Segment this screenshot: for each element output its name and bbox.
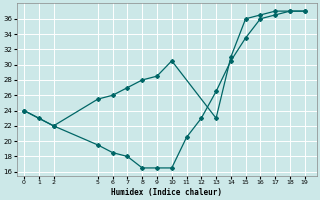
X-axis label: Humidex (Indice chaleur): Humidex (Indice chaleur) [111, 188, 222, 197]
